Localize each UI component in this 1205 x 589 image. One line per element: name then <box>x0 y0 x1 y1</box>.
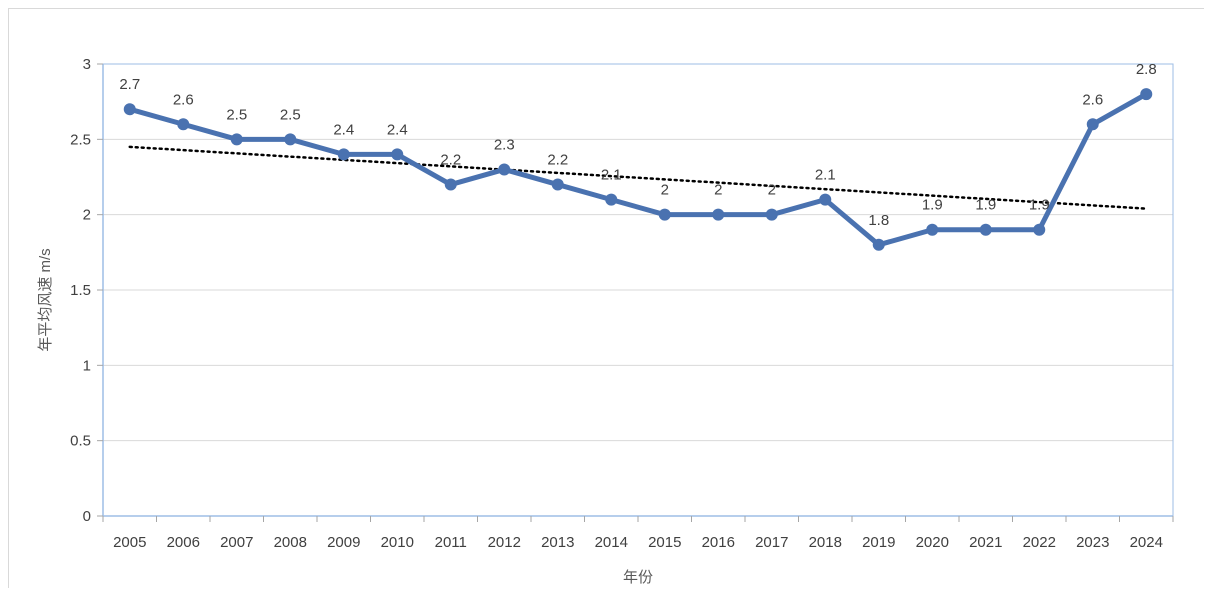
data-label: 2.6 <box>173 91 194 108</box>
x-tick-label: 2023 <box>1076 534 1109 551</box>
data-label: 2.2 <box>440 152 461 169</box>
data-point <box>230 133 243 146</box>
data-label: 2.3 <box>494 136 515 153</box>
data-label: 2.1 <box>815 167 836 184</box>
x-tick-label: 2022 <box>1023 534 1056 551</box>
data-point <box>123 103 136 116</box>
x-tick-label: 2016 <box>702 534 735 551</box>
data-label: 2 <box>661 182 669 199</box>
data-point <box>391 148 404 161</box>
data-label: 2.6 <box>1082 91 1103 108</box>
series-line <box>127 91 1149 248</box>
x-tick-label: 2013 <box>541 534 574 551</box>
data-label: 2.5 <box>226 106 247 123</box>
data-point <box>337 148 350 161</box>
y-tick-label: 1.5 <box>70 282 91 299</box>
y-tick-label: 0 <box>83 508 91 525</box>
y-axis-title: 年平均风速 m/s <box>37 248 54 351</box>
x-tick-label: 2017 <box>755 534 788 551</box>
chart-frame <box>8 8 1204 588</box>
x-tick-label: 2011 <box>435 534 467 551</box>
series-group <box>123 88 1153 251</box>
data-label: 2.4 <box>333 121 354 138</box>
data-label: 2.7 <box>119 76 140 93</box>
data-point <box>712 208 725 221</box>
x-tick-label: 2015 <box>648 534 681 551</box>
data-point <box>658 208 671 221</box>
x-tick-label: 2005 <box>113 534 146 551</box>
x-tick-label: 2018 <box>809 534 842 551</box>
data-label: 2.2 <box>547 152 568 169</box>
trendline <box>128 145 1148 210</box>
x-tick-label: 2007 <box>220 534 253 551</box>
data-point <box>605 193 618 206</box>
data-point <box>444 178 457 191</box>
x-tick-label: 2014 <box>595 534 628 551</box>
y-tick-label: 3 <box>83 56 91 73</box>
data-point <box>1140 88 1153 101</box>
x-tick-label: 2010 <box>381 534 414 551</box>
x-axis-title: 年份 <box>623 569 653 586</box>
data-label: 2.5 <box>280 106 301 123</box>
axis-ticks: 0 0.5 1 1.5 2 2.5 3 2005 2006 2007 2008 2009 2010 201… <box>70 56 1174 551</box>
data-point <box>284 133 297 146</box>
data-label: 1.9 <box>1029 197 1050 214</box>
data-label: 2.1 <box>601 167 622 184</box>
data-point <box>551 178 564 191</box>
x-tick-label: 2009 <box>327 534 360 551</box>
data-label: 2.8 <box>1136 61 1157 78</box>
data-point <box>1033 223 1046 236</box>
data-point <box>872 238 885 251</box>
data-point <box>926 223 939 236</box>
data-label: 2.4 <box>387 121 408 138</box>
x-tick-label: 2020 <box>916 534 949 551</box>
data-point <box>819 193 832 206</box>
x-tick-label: 2006 <box>167 534 200 551</box>
gridlines <box>103 63 1173 442</box>
x-tick-label: 2021 <box>969 534 1002 551</box>
trendline-group <box>128 145 1148 210</box>
data-labels-group: 2.7 2.6 2.5 2.5 2.4 2.4 2.2 2.3 2.2 2.1 2 2 2 2.1 1.8 1… <box>119 61 1156 229</box>
y-tick-label: 2 <box>83 207 91 224</box>
data-point <box>498 163 511 176</box>
data-point <box>177 118 190 131</box>
x-tick-label: 2008 <box>274 534 307 551</box>
data-label: 1.9 <box>922 197 943 214</box>
x-tick-label: 2012 <box>488 534 521 551</box>
data-point <box>1086 118 1099 131</box>
data-point <box>765 208 778 221</box>
y-tick-label: 0.5 <box>70 433 91 450</box>
data-label: 2 <box>714 182 722 199</box>
y-tick-label: 1 <box>83 357 91 374</box>
x-tick-label: 2019 <box>862 534 895 551</box>
data-label: 1.8 <box>868 212 889 229</box>
data-label: 2 <box>768 182 776 199</box>
data-label: 1.9 <box>975 197 996 214</box>
x-tick-label: 2024 <box>1130 534 1163 551</box>
data-point <box>979 223 992 236</box>
y-tick-label: 2.5 <box>70 131 91 148</box>
